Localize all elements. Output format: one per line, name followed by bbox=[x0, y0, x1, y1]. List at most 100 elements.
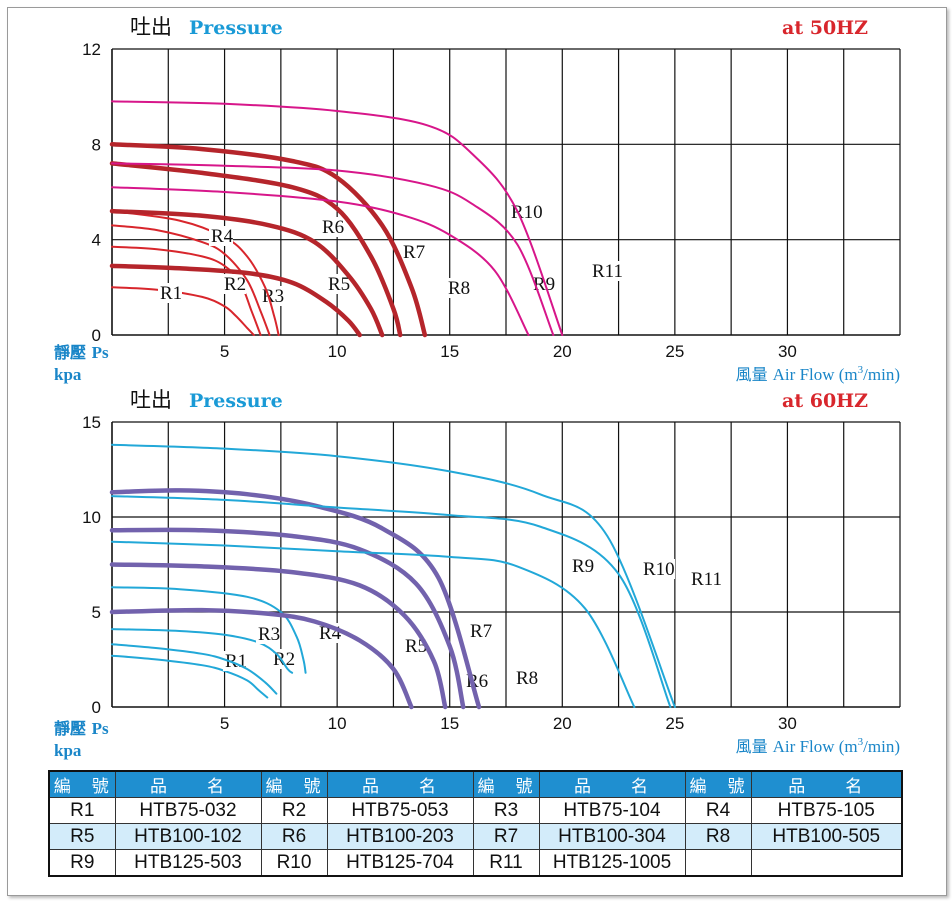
y-tick-label: 5 bbox=[92, 603, 101, 622]
y-tick-label: 0 bbox=[92, 698, 101, 717]
series-line-r8 bbox=[109, 488, 482, 710]
model-name-cell: HTB75-105 bbox=[750, 797, 903, 824]
x-axis-label-tail: /min) bbox=[863, 737, 900, 756]
x-tick-label: 30 bbox=[778, 714, 797, 733]
series-label-bg bbox=[326, 274, 350, 294]
series-line-r2 bbox=[111, 245, 262, 336]
chart-title: Pressure bbox=[189, 390, 283, 412]
series-label-bg bbox=[446, 278, 470, 298]
series-label-bg bbox=[570, 556, 594, 576]
y-axis-label-symbol: Ps bbox=[92, 343, 109, 362]
model-name-cell: HTB100-203 bbox=[326, 823, 474, 850]
chart-title-cn: 吐出 bbox=[130, 388, 172, 412]
model-name-cell bbox=[750, 849, 903, 877]
model-name-cell: HTB75-032 bbox=[114, 797, 262, 824]
x-axis-label-text: Air Flow (m bbox=[773, 365, 858, 384]
x-tick-label: 25 bbox=[665, 714, 684, 733]
series-label-r4: R4 bbox=[211, 226, 234, 247]
table-row: R5 HTB100-102 R6 HTB100-203 R7 HTB100-304 R8 HT… bbox=[48, 823, 903, 850]
model-code-cell: R2 bbox=[260, 797, 328, 824]
model-name-cell: HTB100-304 bbox=[538, 823, 686, 850]
series-line-r2 bbox=[111, 643, 278, 695]
series-label-r8: R8 bbox=[448, 278, 470, 299]
series-label-r11: R11 bbox=[592, 261, 623, 282]
y-axis-unit: kpa bbox=[54, 365, 82, 384]
series-line-r7 bbox=[109, 527, 466, 710]
table-row: R1 HTB75-032 R2 HTB75-053 R3 HTB75-104 R4 HTB75… bbox=[48, 797, 903, 824]
header-name-cell: 品 名 bbox=[326, 770, 474, 798]
x-tick-label: 5 bbox=[220, 714, 229, 733]
series-label-bg bbox=[590, 261, 624, 281]
series-line-r1 bbox=[111, 286, 255, 336]
series-label-r8: R8 bbox=[516, 668, 538, 689]
y-axis-label-cn: 靜壓 bbox=[54, 719, 92, 738]
header-code-cell: 編 號 bbox=[684, 770, 752, 798]
x-axis-label: 風量 Air Flow (m3/min) bbox=[736, 736, 900, 756]
y-tick-label: 0 bbox=[92, 326, 101, 345]
x-axis-label-sup: 3 bbox=[858, 736, 864, 748]
model-code-cell: R9 bbox=[48, 849, 116, 877]
table-row: R9 HTB125-503 R10 HTB125-704 R11 HTB125-1005 bbox=[48, 849, 903, 877]
model-code-cell: R8 bbox=[684, 823, 752, 850]
y-axis-unit: kpa bbox=[54, 741, 82, 760]
series-line-r7 bbox=[109, 161, 403, 338]
series-label-r10: R10 bbox=[511, 202, 543, 223]
series-label-bg bbox=[222, 274, 246, 294]
x-tick-label: 15 bbox=[440, 342, 459, 361]
series-line-r6 bbox=[109, 208, 385, 338]
x-axis-label-text: Air Flow (m bbox=[773, 737, 858, 756]
y-tick-label: 15 bbox=[82, 413, 101, 432]
chart-title: Pressure bbox=[189, 17, 283, 39]
y-tick-label: 4 bbox=[92, 231, 101, 250]
header-code-cell: 編 號 bbox=[472, 770, 540, 798]
x-tick-label: 10 bbox=[328, 342, 347, 361]
series-label-bg bbox=[514, 668, 538, 688]
x-tick-label: 5 bbox=[220, 342, 229, 361]
series-line-r10 bbox=[111, 162, 555, 336]
model-code-cell: R7 bbox=[472, 823, 540, 850]
y-axis-label: 靜壓 Ps bbox=[54, 719, 109, 738]
model-code-cell bbox=[684, 849, 752, 877]
y-tick-label: 12 bbox=[82, 40, 101, 59]
y-axis-label-cn: 靜壓 bbox=[54, 343, 92, 362]
header-name-cell: 品 名 bbox=[114, 770, 262, 798]
model-code-cell: R4 bbox=[684, 797, 752, 824]
series-label-r3: R3 bbox=[258, 624, 280, 645]
series-line-r5 bbox=[109, 607, 414, 710]
series-label-bg bbox=[689, 569, 723, 589]
model-table: 編 號品 名編 號品 名編 號品 名編 號品 名 R1 HTB75-032 R2 HTB… bbox=[48, 770, 903, 877]
x-tick-label: 25 bbox=[665, 342, 684, 361]
x-tick-label: 20 bbox=[553, 714, 572, 733]
series-line-r5 bbox=[109, 263, 362, 338]
header-code-cell: 編 號 bbox=[48, 770, 116, 798]
frequency-label: at 50HZ bbox=[782, 17, 868, 39]
model-code-cell: R5 bbox=[48, 823, 116, 850]
model-name-cell: HTB125-503 bbox=[114, 849, 262, 877]
series-label-r10: R10 bbox=[643, 559, 675, 580]
page-frame bbox=[7, 7, 947, 896]
header-name-cell: 品 名 bbox=[750, 770, 903, 798]
x-tick-label: 10 bbox=[328, 714, 347, 733]
series-label-r2: R2 bbox=[224, 274, 246, 295]
model-code-cell: R3 bbox=[472, 797, 540, 824]
series-label-r11: R11 bbox=[691, 569, 722, 590]
series-label-bg bbox=[509, 202, 543, 222]
series-label-bg bbox=[209, 226, 233, 246]
series-label-r9: R9 bbox=[533, 274, 555, 295]
series-label-bg bbox=[256, 624, 280, 644]
y-axis-label-symbol: Ps bbox=[92, 719, 109, 738]
x-tick-label: 30 bbox=[778, 342, 797, 361]
series-line-r4 bbox=[111, 210, 280, 336]
model-name-cell: HTB125-704 bbox=[326, 849, 474, 877]
series-label-bg bbox=[401, 242, 425, 262]
header-name-cell: 品 名 bbox=[538, 770, 686, 798]
series-line-r3 bbox=[111, 224, 271, 336]
series-line-r4 bbox=[111, 586, 307, 674]
series-label-bg bbox=[468, 621, 492, 641]
series-label-r7: R7 bbox=[470, 621, 492, 642]
model-code-cell: R6 bbox=[260, 823, 328, 850]
series-label-r5: R5 bbox=[328, 274, 350, 295]
